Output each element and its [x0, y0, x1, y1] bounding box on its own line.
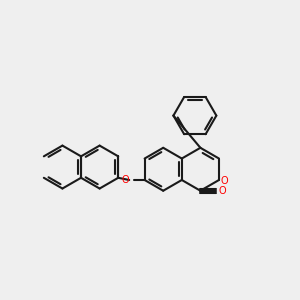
Text: O: O [220, 176, 228, 186]
Text: O: O [122, 175, 129, 185]
Text: O: O [219, 186, 226, 196]
